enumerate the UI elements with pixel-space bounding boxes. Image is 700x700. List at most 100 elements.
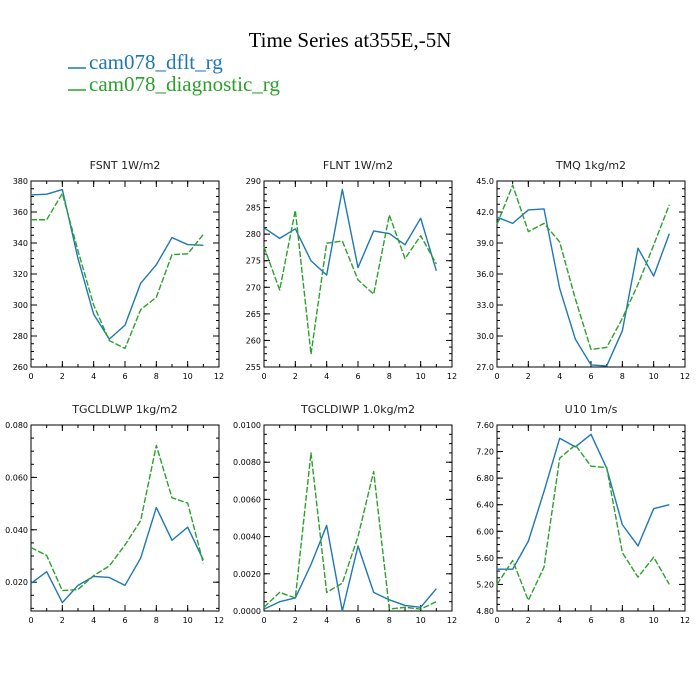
panel-flnt: FLNT 1W/m2 0 2 4 6 8 10 12 255 260 265 270 275 280 285… bbox=[246, 159, 457, 381]
y-tick-label-tgcldlwp: 0.040 bbox=[5, 526, 28, 535]
panel-title-u10: U10 1m/s bbox=[565, 403, 618, 416]
y-tick-label-fsnt: 260 bbox=[13, 363, 28, 372]
x-tick-label-tgcldiwp: 8 bbox=[387, 616, 392, 625]
x-tick-label-u10: 10 bbox=[649, 616, 659, 625]
y-tick-label-tgcldiwp: 0.0100 bbox=[233, 421, 261, 430]
x-tick-label-tgcldlwp: 4 bbox=[91, 616, 96, 625]
y-tick-label-u10: 5.60 bbox=[476, 554, 494, 563]
series-line-u10-dflt bbox=[497, 433, 670, 570]
series-line-flnt-dflt bbox=[263, 188, 438, 276]
y-tick-label-tgcldlwp: 0.080 bbox=[5, 421, 28, 430]
y-tick-label-tmq: 39.0 bbox=[476, 239, 494, 248]
x-tick-label-fsnt: 8 bbox=[154, 372, 159, 381]
y-tick-label-tgcldiwp: 0.0040 bbox=[233, 533, 261, 542]
x-tick-label-u10: 4 bbox=[557, 616, 562, 625]
x-tick-label-tgcldlwp: 0 bbox=[28, 616, 33, 625]
y-tick-label-fsnt: 300 bbox=[13, 301, 28, 310]
legend-entry-diagnostic: cam078_diagnostic_rg bbox=[68, 72, 280, 99]
y-tick-label-tmq: 42.0 bbox=[476, 208, 494, 217]
x-tick-label-fsnt: 0 bbox=[28, 372, 33, 381]
x-tick-label-u10: 0 bbox=[494, 616, 499, 625]
x-tick-label-fsnt: 2 bbox=[60, 372, 65, 381]
y-tick-label-tgcldiwp: 0.0020 bbox=[233, 570, 261, 579]
y-tick-label-u10: 6.00 bbox=[476, 527, 494, 536]
y-tick-label-fsnt: 340 bbox=[13, 239, 28, 248]
x-tick-label-tmq: 4 bbox=[557, 372, 562, 381]
panel-tmq: TMQ 1kg/m2 0 2 4 6 8 10 12 27.0 30.0 33.0 36.0 39.0 4… bbox=[476, 159, 690, 381]
y-tick-label-fsnt: 380 bbox=[13, 177, 28, 186]
y-tick-label-u10: 6.40 bbox=[476, 501, 494, 510]
series-line-fsnt-diagnostic bbox=[31, 192, 204, 350]
panel-fsnt: FSNT 1W/m2 0 2 4 6 8 10 12 260 280 300 320 340 360 380 bbox=[13, 159, 224, 381]
y-tick-label-fsnt: 360 bbox=[13, 208, 28, 217]
series-line-tgcldiwp-dflt bbox=[263, 524, 437, 612]
x-tick-label-fsnt: 6 bbox=[122, 372, 127, 381]
panel-title-tgcldiwp: TGCLDIWP 1.0kg/m2 bbox=[300, 403, 415, 416]
y-tick-label-tmq: 27.0 bbox=[476, 363, 494, 372]
x-tick-label-tgcldlwp: 12 bbox=[214, 616, 224, 625]
y-tick-label-flnt: 255 bbox=[246, 363, 261, 372]
x-tick-label-flnt: 2 bbox=[293, 372, 298, 381]
x-tick-label-u10: 12 bbox=[680, 616, 690, 625]
series-line-tgcldlwp-diagnostic bbox=[30, 444, 205, 592]
y-tick-label-tmq: 33.0 bbox=[476, 301, 494, 310]
x-tick-label-tgcldlwp: 10 bbox=[183, 616, 193, 625]
x-tick-label-flnt: 12 bbox=[447, 372, 457, 381]
y-tick-label-flnt: 280 bbox=[246, 230, 261, 239]
y-tick-label-tgcldiwp: 0.0080 bbox=[233, 458, 261, 467]
series-line-tgcldlwp-dflt bbox=[30, 506, 204, 604]
panel-title-tgcldlwp: TGCLDLWP 1kg/m2 bbox=[71, 403, 177, 416]
y-tick-label-flnt: 285 bbox=[246, 204, 261, 213]
y-tick-label-u10: 7.60 bbox=[476, 421, 494, 430]
legend-label-diagnostic: cam078_diagnostic_rg bbox=[89, 72, 280, 96]
legend-entry-dflt: cam078_dflt_rg bbox=[68, 50, 223, 77]
x-tick-label-tgcldiwp: 10 bbox=[416, 616, 426, 625]
x-tick-label-tmq: 10 bbox=[649, 372, 659, 381]
y-tick-label-u10: 6.80 bbox=[476, 474, 494, 483]
axes-frame-tgcldlwp bbox=[30, 424, 220, 612]
x-tick-label-flnt: 10 bbox=[416, 372, 426, 381]
y-tick-label-flnt: 290 bbox=[246, 177, 261, 186]
x-tick-label-tmq: 8 bbox=[620, 372, 625, 381]
series-line-tgcldiwp-diagnostic bbox=[263, 452, 437, 610]
panel-u10: U10 1m/s 0 2 4 6 8 10 12 4.80 5.20 5.60 6.00 6.40 6.8… bbox=[476, 403, 690, 625]
axes-frame-tgcldiwp bbox=[263, 424, 453, 612]
x-tick-label-u10: 8 bbox=[620, 616, 625, 625]
panel-title-fsnt: FSNT 1W/m2 bbox=[90, 159, 161, 172]
figure-title: Time Series at355E,-5N bbox=[248, 28, 452, 52]
y-tick-label-tmq: 45.0 bbox=[476, 177, 494, 186]
y-tick-label-tgcldlwp: 0.020 bbox=[5, 578, 28, 587]
y-tick-label-tmq: 36.0 bbox=[476, 270, 494, 279]
y-tick-label-tgcldiwp: 0.0000 bbox=[233, 607, 261, 616]
x-tick-label-tgcldlwp: 2 bbox=[60, 616, 65, 625]
x-tick-label-tmq: 12 bbox=[680, 372, 690, 381]
y-tick-label-tgcldiwp: 0.0060 bbox=[233, 495, 261, 504]
x-tick-label-tmq: 0 bbox=[494, 372, 499, 381]
panel-title-flnt: FLNT 1W/m2 bbox=[323, 159, 393, 172]
y-tick-label-fsnt: 280 bbox=[13, 332, 28, 341]
legend-line-dflt bbox=[68, 52, 86, 77]
axes-frame-flnt bbox=[263, 180, 453, 368]
series-line-tmq-diagnostic bbox=[496, 184, 670, 351]
x-tick-label-tgcldiwp: 6 bbox=[355, 616, 360, 625]
x-tick-label-u10: 6 bbox=[588, 616, 593, 625]
y-tick-label-tmq: 30.0 bbox=[476, 332, 494, 341]
series-line-u10-diagnostic bbox=[496, 444, 670, 602]
legend-line-diagnostic bbox=[68, 74, 86, 99]
y-tick-label-flnt: 270 bbox=[246, 283, 261, 292]
series-line-fsnt-dflt bbox=[30, 188, 204, 340]
axes-frame-u10 bbox=[496, 424, 686, 612]
x-tick-label-tgcldiwp: 12 bbox=[447, 616, 457, 625]
x-tick-label-flnt: 4 bbox=[324, 372, 329, 381]
legend-label-dflt: cam078_dflt_rg bbox=[89, 50, 223, 74]
x-tick-label-flnt: 6 bbox=[355, 372, 360, 381]
x-tick-label-tgcldiwp: 0 bbox=[261, 616, 266, 625]
x-tick-label-u10: 2 bbox=[526, 616, 531, 625]
x-tick-label-tmq: 6 bbox=[588, 372, 593, 381]
axes-frame-tmq bbox=[496, 180, 686, 368]
series-line-flnt-diagnostic bbox=[263, 209, 437, 355]
panel-tgcldiwp: TGCLDIWP 1.0kg/m2 0 2 4 6 8 10 12 0.0000 0.0020 0.… bbox=[233, 403, 457, 625]
x-tick-label-tgcldlwp: 6 bbox=[122, 616, 127, 625]
x-tick-label-fsnt: 10 bbox=[183, 372, 193, 381]
